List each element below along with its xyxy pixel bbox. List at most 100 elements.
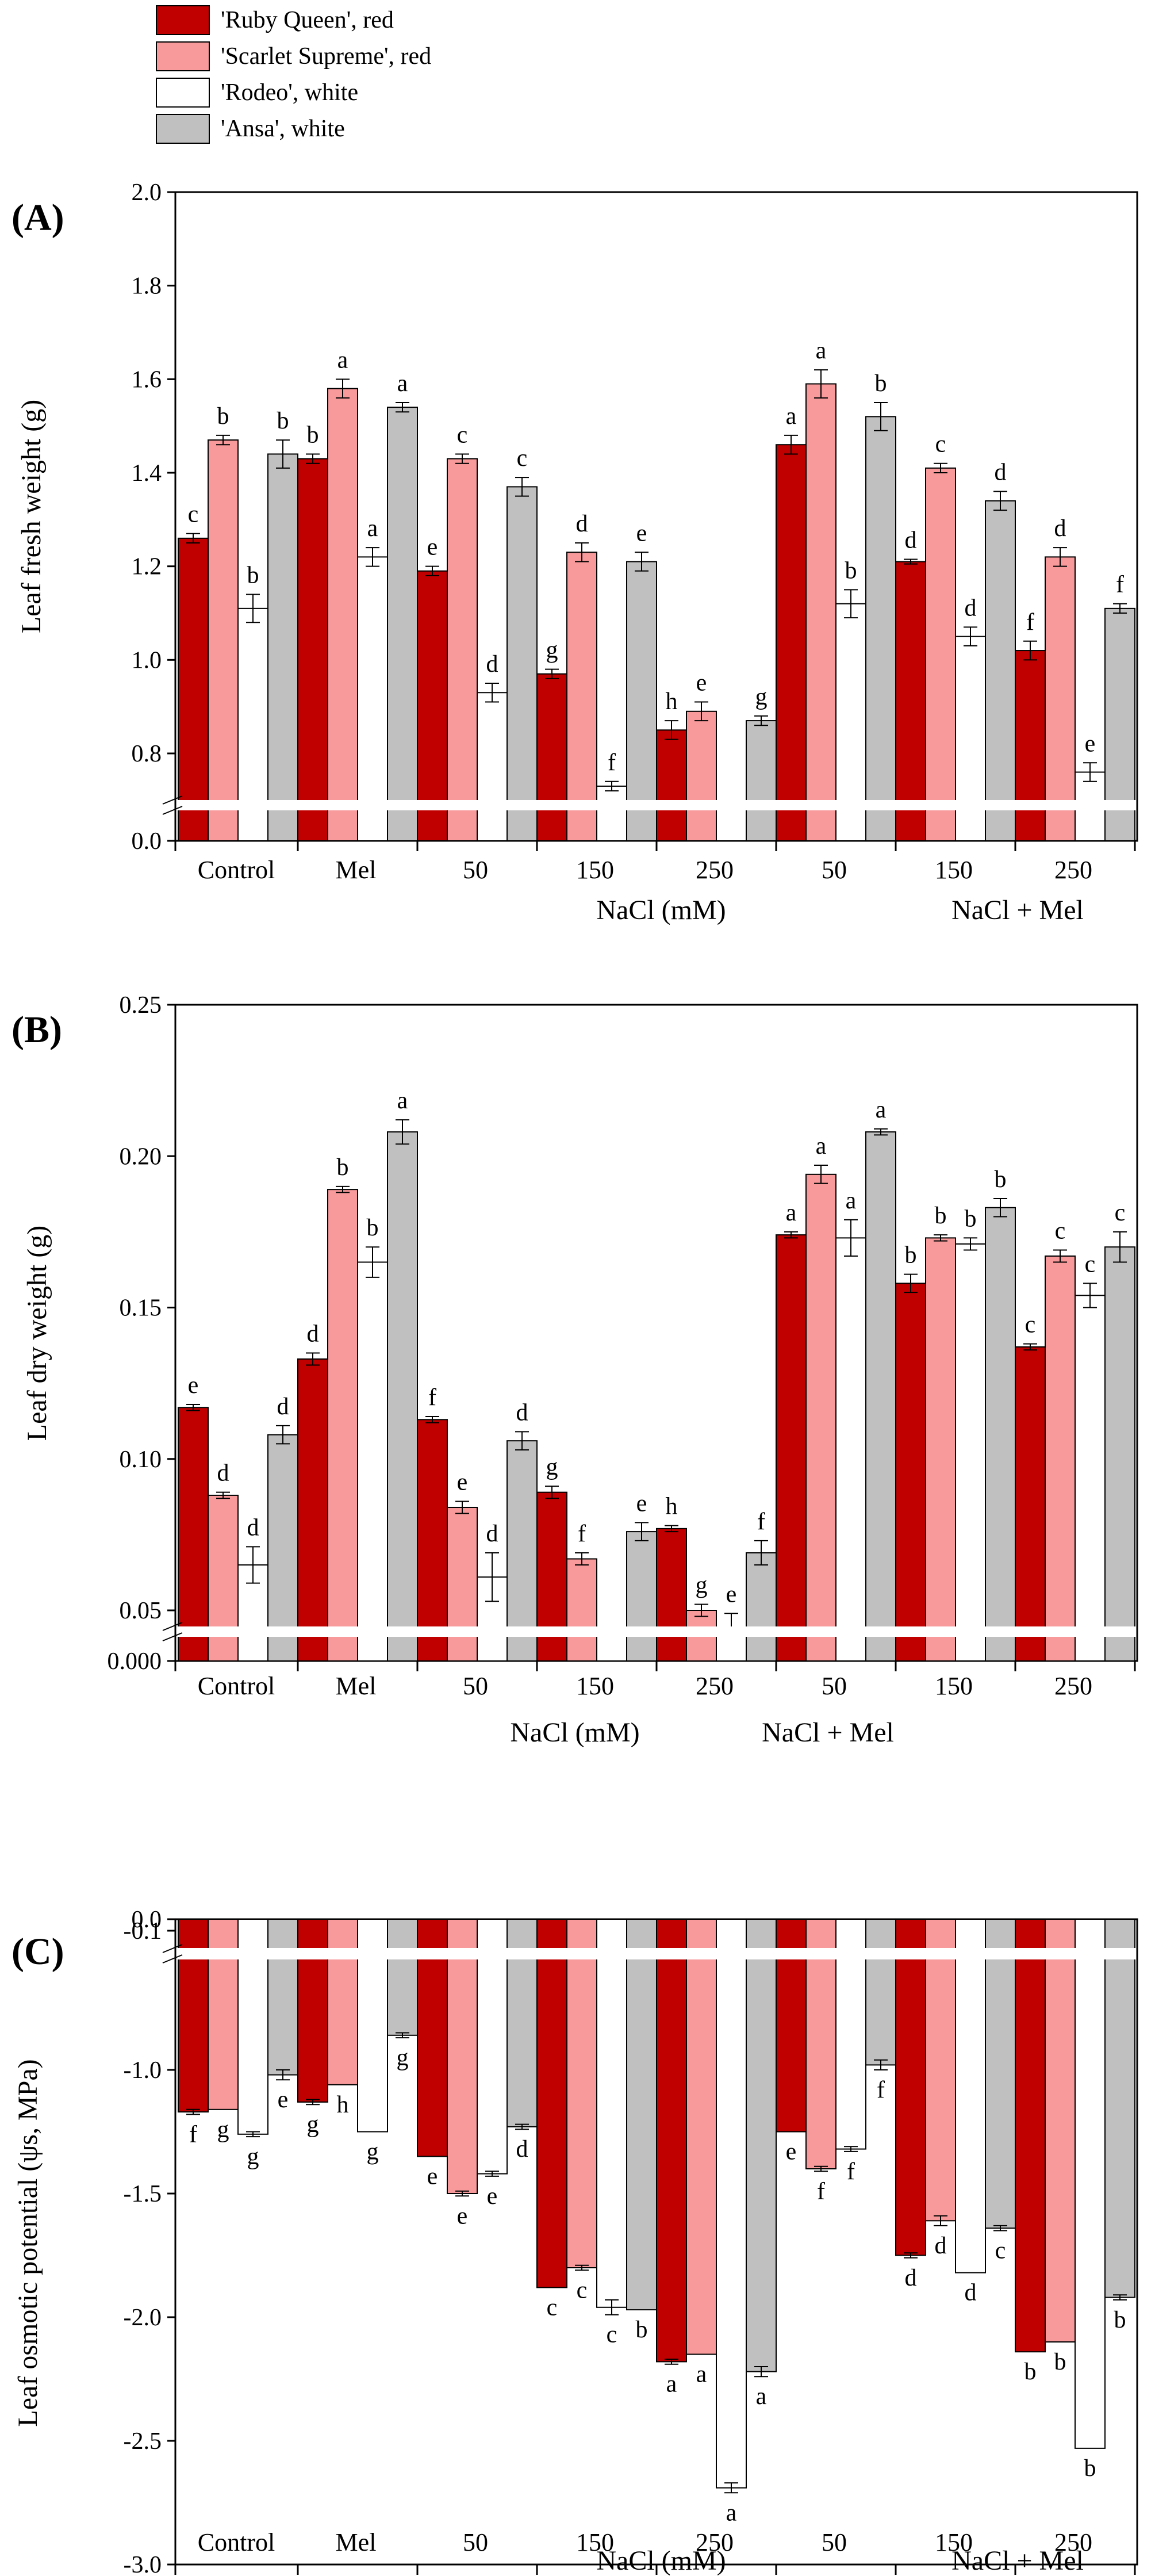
bar bbox=[596, 1919, 627, 2308]
x-category-label: 150 bbox=[576, 2528, 614, 2556]
bar bbox=[1045, 556, 1076, 842]
bar bbox=[746, 1552, 777, 1662]
significance-letter: b bbox=[367, 1215, 379, 1241]
significance-letter: g bbox=[696, 1572, 708, 1598]
bar bbox=[1045, 1255, 1076, 1662]
bar bbox=[1045, 1919, 1076, 2342]
bar bbox=[1075, 1295, 1106, 1662]
significance-letter: e bbox=[427, 534, 438, 561]
significance-letter: d bbox=[905, 2265, 917, 2291]
x-group-label: NaCl + Mel bbox=[951, 2546, 1084, 2576]
bar bbox=[297, 1919, 328, 2103]
significance-letter: d bbox=[217, 1460, 229, 1487]
bar bbox=[208, 439, 239, 841]
significance-letter: c bbox=[517, 445, 528, 472]
significance-letter: c bbox=[577, 2277, 588, 2303]
y-tick-label: 0.15 bbox=[120, 1295, 162, 1322]
bar bbox=[656, 1919, 687, 2363]
bar bbox=[178, 537, 209, 841]
bar bbox=[267, 453, 298, 841]
significance-letter: c bbox=[1115, 1200, 1126, 1226]
bar bbox=[746, 1919, 777, 2372]
significance-letter: c bbox=[457, 422, 468, 448]
y-axis-label: Leaf osmotic potential (ψs, MPa) bbox=[13, 2059, 43, 2426]
bar bbox=[716, 805, 747, 841]
significance-letter: b bbox=[277, 408, 289, 434]
y-tick-label: 0.8 bbox=[132, 741, 162, 767]
significance-letter: d bbox=[516, 1399, 528, 1426]
x-category-label: 150 bbox=[935, 856, 973, 884]
bar bbox=[925, 1919, 956, 2222]
legend-label: 'Rodeo', white bbox=[221, 79, 358, 106]
significance-letter: d bbox=[307, 1320, 319, 1347]
bar bbox=[447, 458, 478, 841]
axis-break-band bbox=[164, 1626, 1137, 1637]
bar bbox=[895, 561, 926, 841]
x-category-label: 50 bbox=[463, 856, 488, 884]
significance-letter: e bbox=[1085, 730, 1096, 757]
significance-letter: d bbox=[995, 460, 1007, 486]
legend-swatch bbox=[156, 5, 210, 35]
bar bbox=[865, 1919, 896, 2066]
bar bbox=[955, 1919, 986, 2273]
bar bbox=[746, 720, 777, 841]
bar bbox=[985, 500, 1016, 841]
y-tick-label: -1.0 bbox=[124, 2057, 162, 2084]
bar bbox=[955, 1243, 986, 1662]
significance-letter: f bbox=[877, 2077, 885, 2103]
x-category-label: Control bbox=[198, 2528, 275, 2556]
bar bbox=[387, 407, 418, 841]
bar bbox=[865, 1131, 896, 1662]
significance-letter: b bbox=[217, 403, 229, 430]
x-category-label: 50 bbox=[463, 2528, 488, 2556]
bar bbox=[1104, 1919, 1135, 2298]
x-category-label: 150 bbox=[935, 1672, 973, 1700]
significance-letter: e bbox=[487, 2183, 498, 2210]
significance-letter: c bbox=[547, 2294, 558, 2321]
significance-letter: a bbox=[397, 1088, 408, 1114]
significance-letter: e bbox=[457, 2203, 468, 2229]
significance-letter: c bbox=[607, 2322, 617, 2348]
significance-letter: g bbox=[755, 684, 768, 710]
y-tick-label: 1.0 bbox=[132, 647, 162, 673]
y-tick-label: 1.6 bbox=[132, 366, 162, 393]
bar bbox=[208, 1919, 239, 2110]
legend-swatch bbox=[156, 41, 210, 71]
legend-label: 'Ruby Queen', red bbox=[221, 7, 394, 33]
significance-letter: d bbox=[247, 1514, 259, 1541]
significance-letter: f bbox=[428, 1384, 436, 1411]
axis-break-mark bbox=[162, 1632, 183, 1641]
significance-letter: a bbox=[786, 403, 797, 430]
significance-letter: c bbox=[1085, 1251, 1096, 1277]
x-category-label: 250 bbox=[696, 2528, 734, 2556]
axis-break-mark bbox=[162, 806, 183, 815]
significance-letter: h bbox=[666, 1494, 678, 1520]
y-tick-label: 0.25 bbox=[120, 992, 162, 1019]
bar bbox=[716, 1919, 747, 2489]
axis-break-mark bbox=[162, 1944, 183, 1953]
y-tick-label: 1.2 bbox=[132, 554, 162, 580]
bar bbox=[626, 561, 657, 841]
significance-letter: a bbox=[726, 2500, 737, 2526]
significance-letter: a bbox=[696, 2361, 707, 2388]
significance-letter: d bbox=[905, 527, 917, 553]
bar bbox=[477, 692, 508, 842]
bar bbox=[178, 1407, 209, 1662]
significance-letter: c bbox=[1055, 1218, 1066, 1244]
bar bbox=[985, 1207, 1016, 1662]
bar bbox=[895, 1283, 926, 1662]
panel-label: (A) bbox=[11, 197, 64, 239]
significance-letter: d bbox=[486, 651, 498, 678]
bar bbox=[895, 1919, 926, 2256]
y-axis-label: Leaf dry weight (g) bbox=[22, 1226, 52, 1441]
significance-letter: g bbox=[307, 2111, 319, 2138]
significance-letter: b bbox=[995, 1166, 1007, 1193]
significance-letter: e bbox=[188, 1372, 199, 1399]
x-category-label: 250 bbox=[1054, 856, 1092, 884]
significance-letter: b bbox=[337, 1154, 349, 1181]
bar bbox=[626, 1531, 657, 1662]
x-group-label: NaCl (mM) bbox=[510, 1717, 639, 1748]
panel-label: (C) bbox=[11, 1931, 64, 1973]
